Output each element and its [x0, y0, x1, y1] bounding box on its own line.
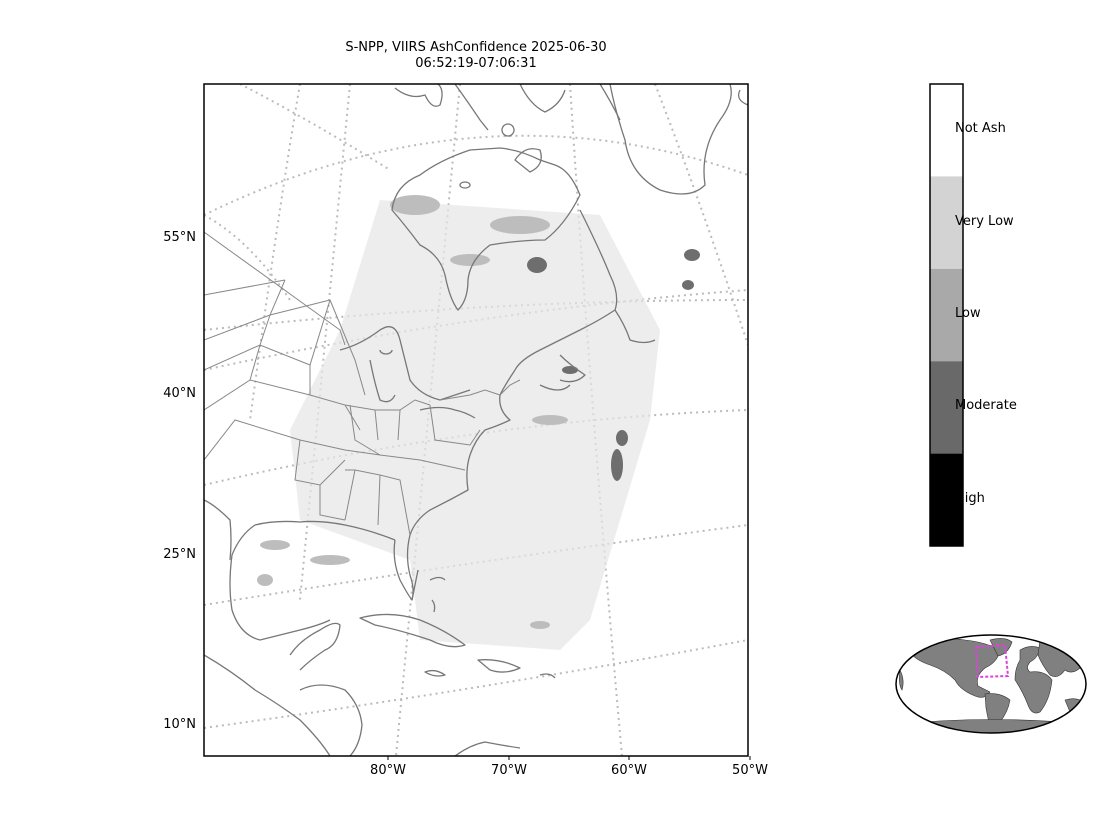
inset-extent-box: [974, 643, 1010, 679]
title-line-2: 06:52:19-07:06:31: [415, 56, 537, 71]
colorbar-segment: [930, 176, 963, 269]
lon-label-60w: 60°W: [611, 763, 647, 778]
ash-patches: [257, 195, 568, 629]
lat-label-40n: 40°N: [163, 386, 196, 401]
main-map: [204, 84, 748, 756]
colorbar: [929, 83, 964, 547]
colorbar-segment: [930, 361, 963, 454]
colorbar-segment: [930, 268, 963, 362]
colorbar-label-very-low: Very Low: [955, 214, 1014, 229]
map-frame: [203, 83, 749, 757]
lon-label-50w: 50°W: [732, 763, 768, 778]
lon-ticks: [387, 756, 751, 760]
state-borders: [204, 231, 521, 536]
colorbar-label-moderate: Moderate: [955, 398, 1017, 413]
colorbar-segment: [930, 84, 963, 177]
colorbar-label-high: High: [955, 491, 985, 506]
lat-label-25n: 25°N: [163, 547, 196, 562]
title-line-1: S-NPP, VIIRS AshConfidence 2025-06-30: [345, 40, 607, 55]
colorbar-frame: [929, 83, 964, 547]
lat-label-55n: 55°N: [163, 230, 196, 245]
inset-outline: [895, 634, 1087, 734]
colorbar-label-low: Low: [955, 306, 981, 321]
colorbar-label-not-ash: Not Ash: [955, 121, 1006, 136]
lon-label-80w: 80°W: [370, 763, 406, 778]
ash-swath: [290, 200, 660, 650]
coastlines: [204, 84, 748, 756]
colorbar-segment: [930, 453, 963, 546]
ash-patches-dark: [527, 249, 700, 481]
map-title: S-NPP, VIIRS AshConfidence 2025-06-30 06…: [204, 40, 748, 72]
lon-label-70w: 70°W: [491, 763, 527, 778]
inset-globe: [895, 634, 1087, 734]
lat-label-10n: 10°N: [163, 717, 196, 732]
